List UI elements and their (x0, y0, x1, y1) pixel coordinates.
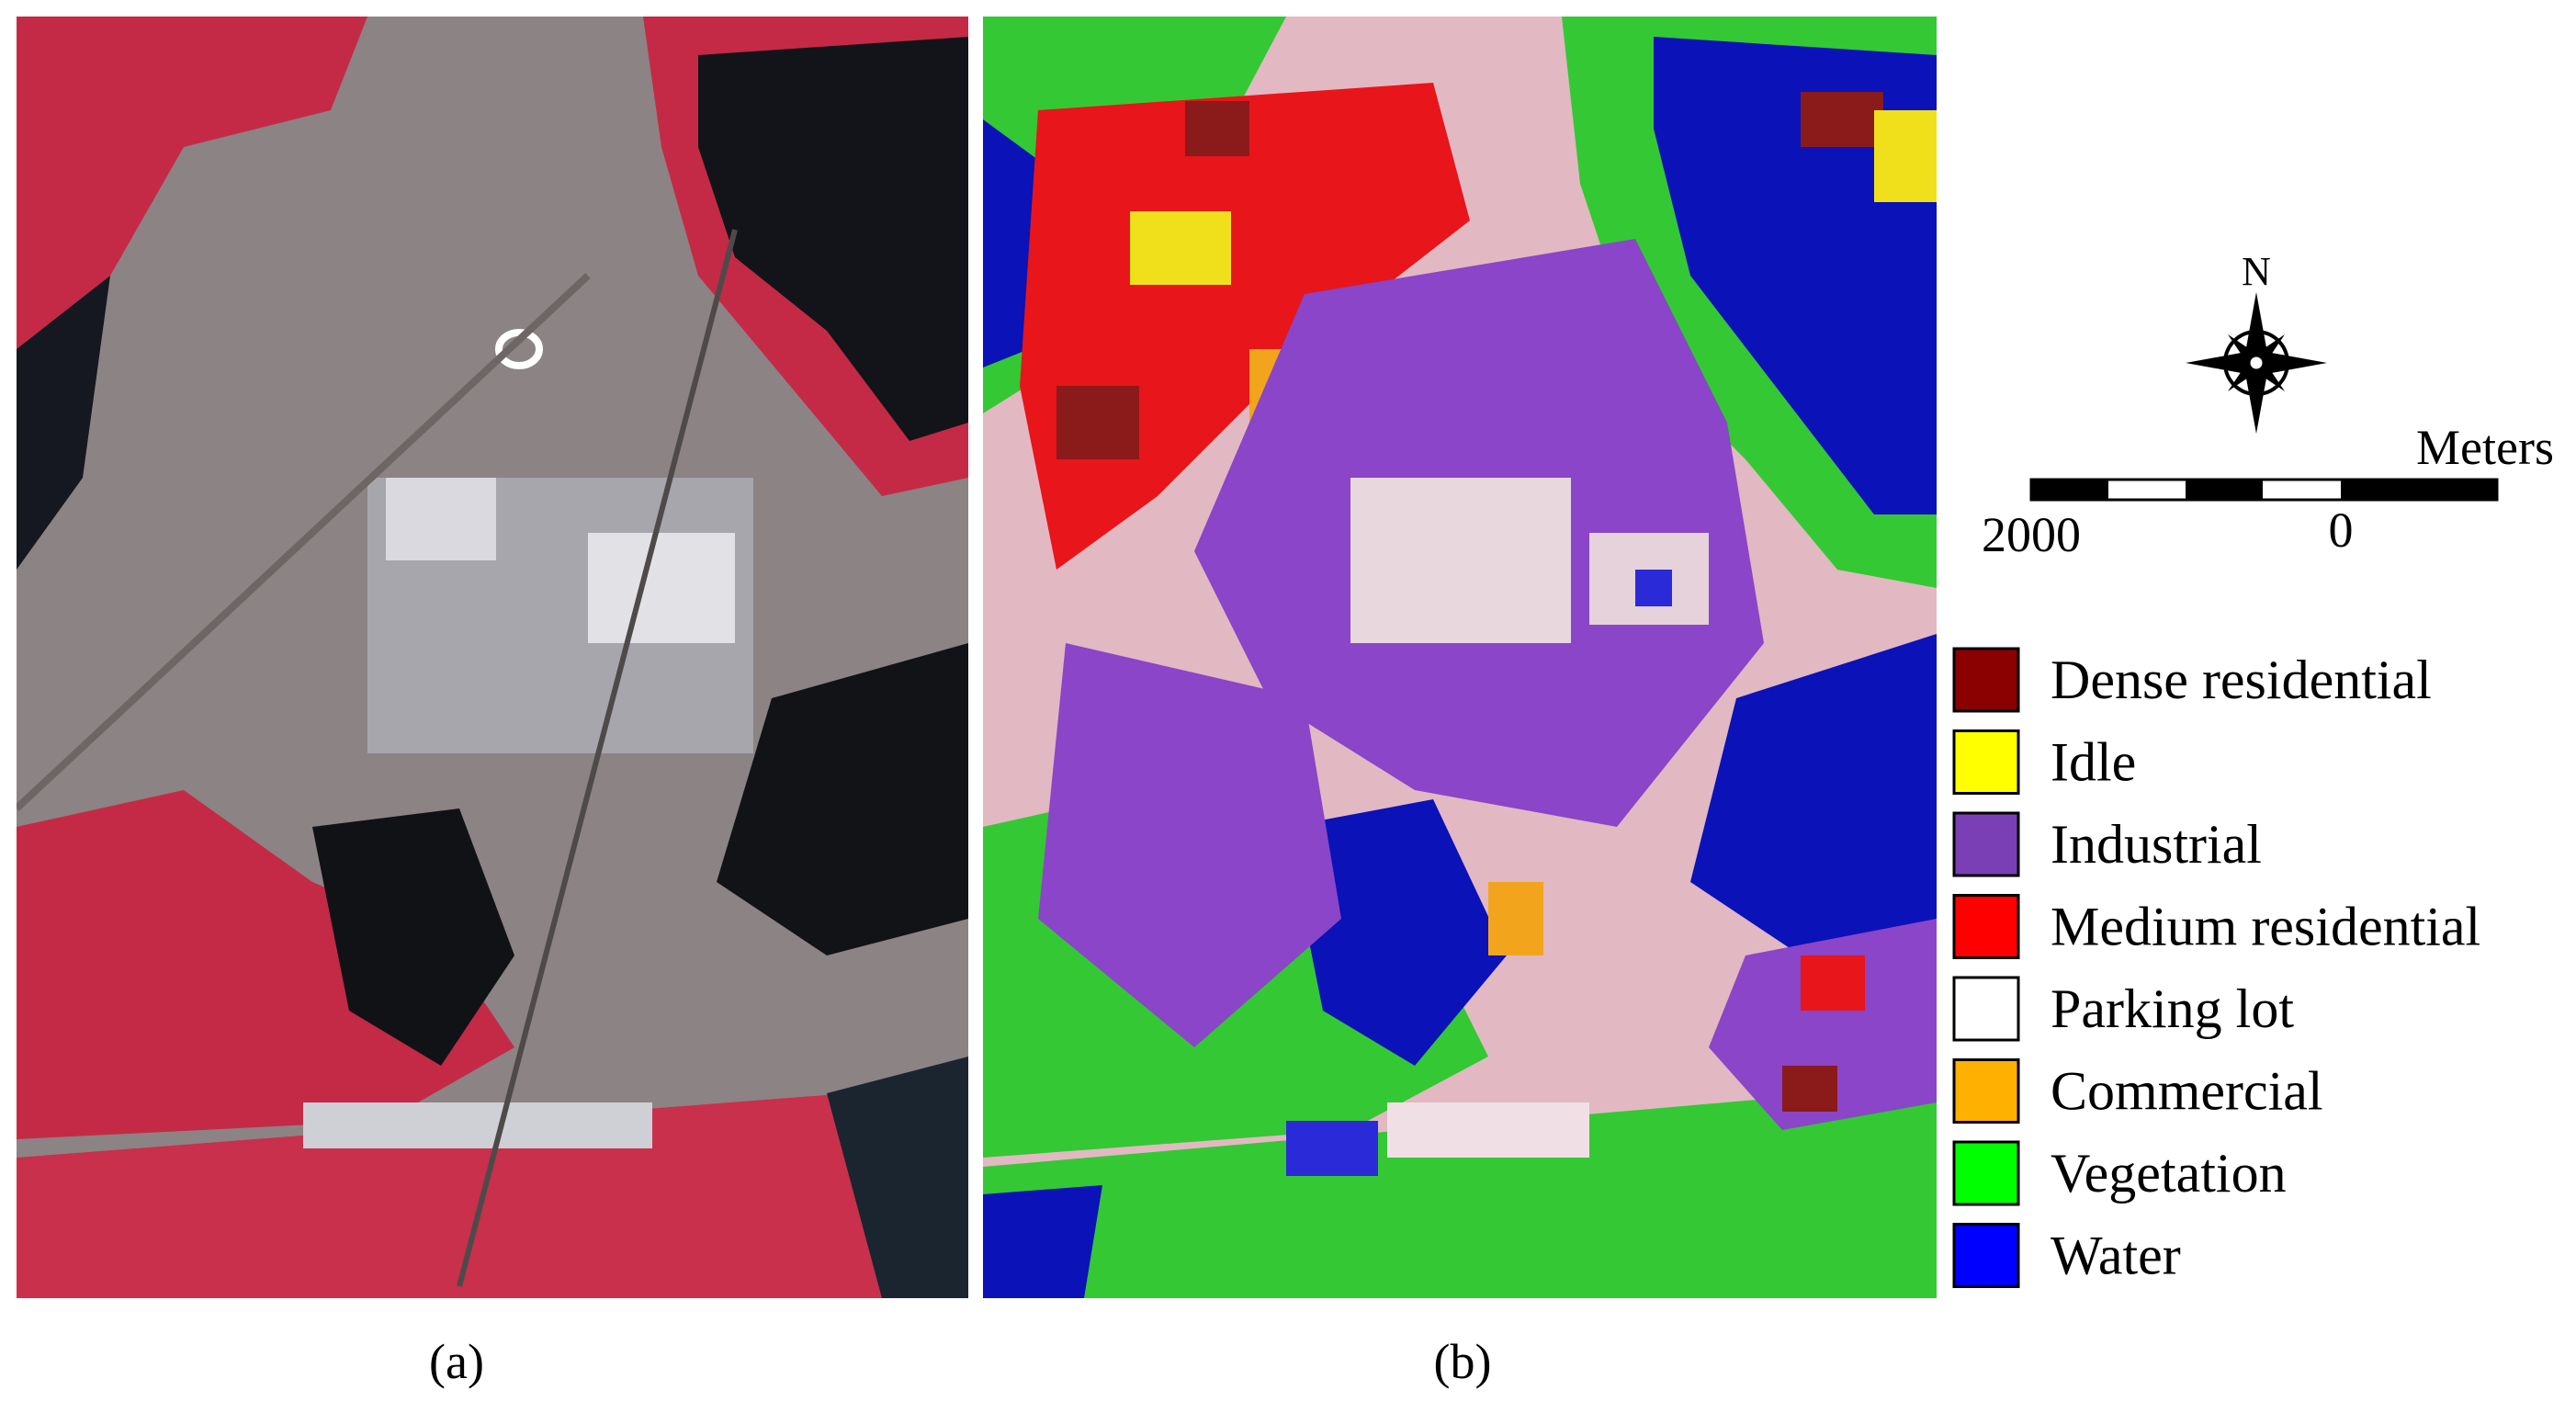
legend-swatch (1952, 729, 2020, 795)
panel-label: (b) (1434, 1334, 1492, 1389)
legend-label: Dense residential (2051, 650, 2432, 710)
legend-swatch (1952, 976, 2020, 1042)
scale-unit: Meters (2416, 420, 2554, 475)
legend: Dense residential Idle Industrial Medium re… (1952, 647, 2480, 1288)
scale-bar: Meters 2000 0 (1982, 420, 2554, 562)
legend-swatch (1952, 647, 2020, 713)
legend-label: Industrial (2051, 814, 2262, 875)
legend-label: Commercial (2051, 1061, 2323, 1122)
scale-label: 2000 (1982, 507, 2081, 562)
scale-label: 0 (2329, 503, 2354, 558)
legend-label: Water (2051, 1226, 2181, 1286)
legend-label: Medium residential (2051, 897, 2480, 957)
legend-label: Parking lot (2051, 978, 2294, 1039)
legend-swatch (1952, 811, 2020, 877)
satellite-image (17, 17, 968, 1298)
classification-map (983, 17, 1937, 1298)
legend-swatch (1952, 1140, 2020, 1206)
panel-label: (a) (429, 1334, 484, 1389)
legend-label: Vegetation (2051, 1143, 2287, 1204)
north-label: N (2242, 249, 2271, 294)
north-arrow: N (2186, 249, 2327, 434)
legend-swatch (1952, 1058, 2020, 1124)
legend-swatch (1952, 894, 2020, 959)
legend-label: Idle (2051, 732, 2136, 793)
legend-swatch (1952, 1223, 2020, 1288)
